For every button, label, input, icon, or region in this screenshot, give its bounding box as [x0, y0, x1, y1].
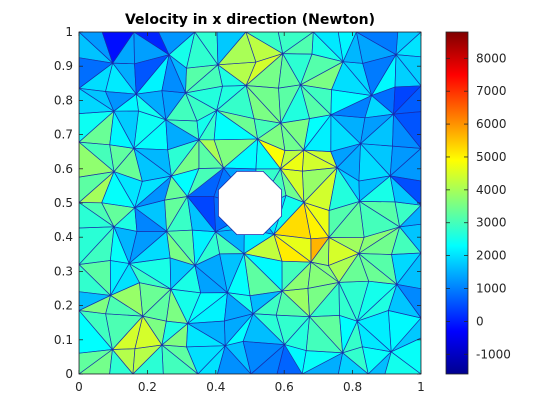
colorbar-tick-label: 5000	[476, 150, 507, 164]
x-tick-label: 0	[75, 380, 83, 394]
x-tick-label: 0.6	[275, 380, 294, 394]
y-tick-label: 1	[65, 25, 73, 39]
y-tick-label: 0.1	[54, 333, 73, 347]
chart-title: Velocity in x direction (Newton)	[125, 12, 375, 28]
colorbar-ticks: -1000 0 1000 2000 3000 4000 5000 6000 7000 8000	[446, 51, 511, 361]
plot-area	[79, 32, 421, 374]
mesh-triangle	[395, 32, 421, 56]
mesh-triangle	[216, 32, 247, 66]
mesh-triangle	[158, 32, 196, 56]
colorbar-tick-label: 1000	[476, 282, 507, 296]
y-tick-label: 0.3	[54, 264, 73, 278]
mesh-triangle	[101, 32, 135, 64]
y-tick-label: 0.4	[54, 230, 73, 244]
x-tick-label: 0.2	[138, 380, 157, 394]
colorbar-gradient	[445, 31, 469, 375]
colorbar-tick-label: 2000	[476, 249, 507, 263]
y-axis: 0 0.1 0.2 0.3 0.4 0.5 0.6 0.7 0.8 0.9 1	[54, 25, 421, 381]
colorbar-tick-label: 8000	[476, 51, 507, 65]
colorbar: -1000 0 1000 2000 3000 4000 5000 6000 7000 8000	[445, 31, 511, 375]
y-tick-label: 0.2	[54, 299, 73, 313]
mesh-triangle	[277, 32, 314, 55]
x-tick-label: 0.4	[206, 380, 225, 394]
colorbar-tick-label: 4000	[476, 183, 507, 197]
colorbar-tick-label: 7000	[476, 84, 507, 98]
y-tick-label: 0.6	[54, 162, 73, 176]
cylinder-hole	[217, 170, 283, 236]
y-tick-label: 0	[65, 367, 73, 381]
x-tick-label: 0.8	[343, 380, 362, 394]
x-axis: 0 0.2 0.4 0.6 0.8 1	[75, 32, 425, 394]
y-tick-label: 0.8	[54, 93, 73, 107]
colorbar-tick-label: 6000	[476, 117, 507, 131]
mesh-triangle	[337, 32, 357, 63]
colorbar-tick-label: -1000	[476, 347, 511, 361]
colorbar-tick-label: 0	[476, 314, 484, 328]
x-tick-label: 1	[417, 380, 425, 394]
y-tick-label: 0.5	[54, 196, 73, 210]
y-tick-label: 0.9	[54, 59, 73, 73]
colorbar-tick-label: 3000	[476, 216, 507, 230]
y-tick-label: 0.7	[54, 128, 73, 142]
triangular-mesh	[79, 32, 421, 374]
